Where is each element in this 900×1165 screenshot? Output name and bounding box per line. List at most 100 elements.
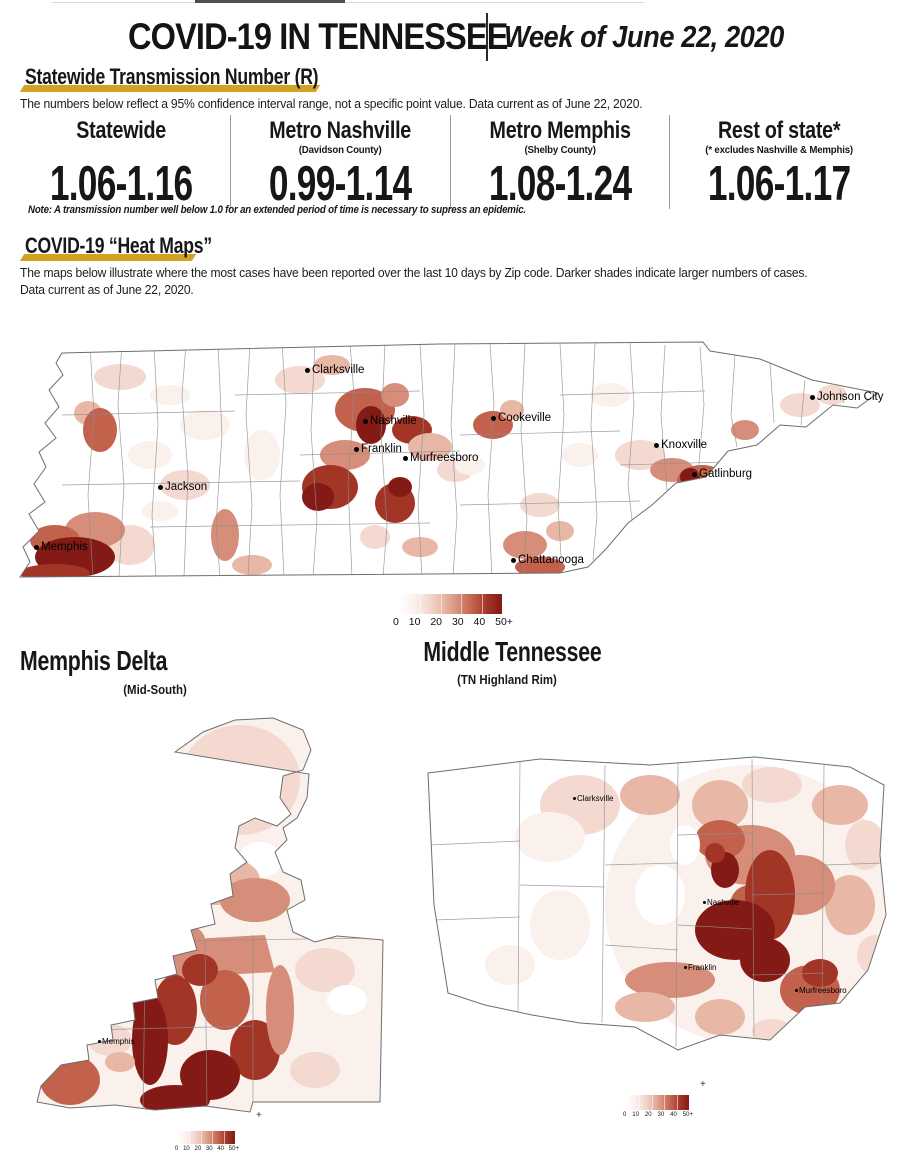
- memphis-delta-heatmap: [36, 717, 384, 1113]
- legend-tick: 0: [175, 1146, 179, 1152]
- middle-map-city-nashville: Nashville: [703, 898, 739, 907]
- legend-tick: 50+: [495, 616, 513, 628]
- city-dot: [795, 989, 798, 992]
- top-edge-bar: [195, 0, 345, 3]
- top-edge-line: [52, 2, 644, 3]
- city-label-franklin: Franklin: [354, 443, 402, 455]
- memphis-heatmap-shapes: [37, 718, 383, 1112]
- city-dot: [158, 484, 163, 490]
- legend-tick: 10: [183, 1146, 190, 1152]
- city-dot: [692, 471, 697, 477]
- legend-ticks-main: 0 10 20 30 40 50+: [393, 616, 513, 628]
- r-column-memphis: Metro Memphis (Shelby County) 1.08-1.24: [449, 115, 669, 211]
- legend-tick: 40: [670, 1112, 677, 1118]
- legend-tick: 50+: [682, 1112, 693, 1118]
- legend-tick: 50+: [228, 1146, 239, 1152]
- r-column-label: Metro Nashville: [269, 117, 412, 144]
- city-name: Nashville: [707, 898, 740, 907]
- city-dot: [491, 415, 496, 421]
- week-label: Week of June 22, 2020: [504, 19, 784, 54]
- city-name: Chattanooga: [518, 554, 584, 566]
- city-name: Johnson City: [817, 391, 884, 403]
- legend-tick: 40: [473, 616, 486, 628]
- r-column-nashville: Metro Nashville (Davidson County) 0.99-1…: [230, 115, 449, 209]
- city-dot: [403, 455, 408, 461]
- page-title: COVID-19 IN TENNESSEE: [128, 16, 508, 57]
- city-dot: [654, 442, 659, 448]
- legend-tick: 30: [205, 1146, 213, 1152]
- city-name: Clarksville: [577, 794, 614, 803]
- transmission-note: Note: A transmission number well below 1…: [28, 204, 526, 216]
- legend-tick: 20: [194, 1146, 202, 1152]
- city-label-clarksville: Clarksville: [305, 364, 364, 376]
- city-label-chattanooga: Chattanooga: [511, 554, 584, 566]
- legend-ticks-middle: 0 10 20 30 40 50+: [623, 1112, 693, 1118]
- middle-map-outline: [427, 756, 887, 1051]
- memphis-map-outline: [36, 717, 384, 1113]
- middle-map-city-clarksville: Clarksville: [573, 794, 613, 803]
- legend-tick: 30: [451, 616, 464, 628]
- heatmaps-description-line2: Data current as of June 22, 2020.: [20, 283, 194, 297]
- r-column-value: 1.06-1.17: [707, 157, 851, 211]
- middle-county-borders: [428, 758, 885, 1048]
- middle-tennessee-heatmap: [427, 756, 887, 1051]
- city-name: Murfreesboro: [799, 986, 847, 995]
- city-dot: [363, 418, 368, 424]
- legend-tick: 30: [657, 1112, 665, 1118]
- legend-tick: 0: [623, 1112, 627, 1118]
- city-label-knoxville: Knoxville: [654, 439, 707, 451]
- r-value-columns: Statewide 1.06-1.16 Metro Nashville (Dav…: [12, 115, 888, 209]
- city-dot: [34, 544, 39, 550]
- city-label-nashville: Nashville: [363, 415, 417, 427]
- middle-map-city-murfreesboro: Murfreesboro: [795, 986, 847, 995]
- legend-tick: 20: [430, 616, 443, 628]
- city-name: Memphis: [41, 541, 88, 553]
- middle-map-title: Middle Tennessee: [423, 636, 602, 667]
- city-name: Memphis: [102, 1037, 135, 1046]
- r-column-value: 0.99-1.14: [269, 157, 412, 211]
- r-column-statewide: Statewide 1.06-1.16: [12, 115, 230, 209]
- city-dot: [573, 797, 576, 800]
- city-label-johnson-city: Johnson City: [810, 391, 883, 403]
- legend-ticks-memphis: 0 10 20 30 40 50+: [175, 1146, 239, 1152]
- r-column-sublabel: (Davidson County): [299, 144, 382, 156]
- city-name: Murfreesboro: [410, 452, 479, 464]
- legend-gradient-main: [400, 594, 502, 614]
- city-dot: [354, 446, 359, 452]
- city-dot: [703, 901, 706, 904]
- legend-tick: 10: [408, 616, 421, 628]
- r-column-sublabel: (Shelby County): [523, 144, 596, 156]
- city-name: Knoxville: [661, 439, 708, 451]
- legend-tick: 40: [217, 1146, 225, 1152]
- city-name: Jackson: [165, 481, 208, 493]
- r-column-value: 1.08-1.24: [488, 157, 631, 211]
- city-label-memphis: Memphis: [34, 541, 88, 553]
- city-dot: [98, 1040, 101, 1043]
- city-label-murfreesboro: Murfreesboro: [403, 452, 478, 464]
- memphis-map-title: Memphis Delta: [20, 645, 168, 676]
- transmission-heading: Statewide Transmission Number (R): [25, 64, 319, 89]
- middle-heatmap-shapes: [428, 757, 886, 1050]
- middle-map-city-franklin: Franklin: [684, 963, 716, 972]
- middle-map-subtitle: (TN Highland Rim): [457, 672, 557, 687]
- r-column-label: Metro Memphis: [489, 117, 631, 144]
- state-outline: [19, 341, 880, 578]
- city-dot: [810, 394, 815, 400]
- middle-map-plus-mark: +: [700, 1079, 706, 1090]
- heatmaps-description-line1: The maps below illustrate where the most…: [20, 266, 808, 280]
- r-column-rest-of-state: Rest of state* (* excludes Nashville & M…: [668, 115, 888, 211]
- tennessee-state-heatmap: [19, 341, 880, 578]
- city-name: Nashville: [370, 415, 417, 427]
- city-name: Cookeville: [498, 412, 552, 424]
- city-name: Clarksville: [312, 364, 365, 376]
- transmission-description: The numbers below reflect a 95% confiden…: [20, 97, 643, 111]
- city-name: Franklin: [688, 963, 717, 972]
- city-name: Franklin: [361, 443, 402, 455]
- state-heatmap-shapes: [20, 342, 878, 577]
- city-label-cookeville: Cookeville: [491, 412, 551, 424]
- r-column-label: Statewide: [76, 117, 166, 144]
- city-dot: [684, 966, 687, 969]
- title-divider: [486, 13, 488, 61]
- city-name: Gatlinburg: [699, 468, 753, 480]
